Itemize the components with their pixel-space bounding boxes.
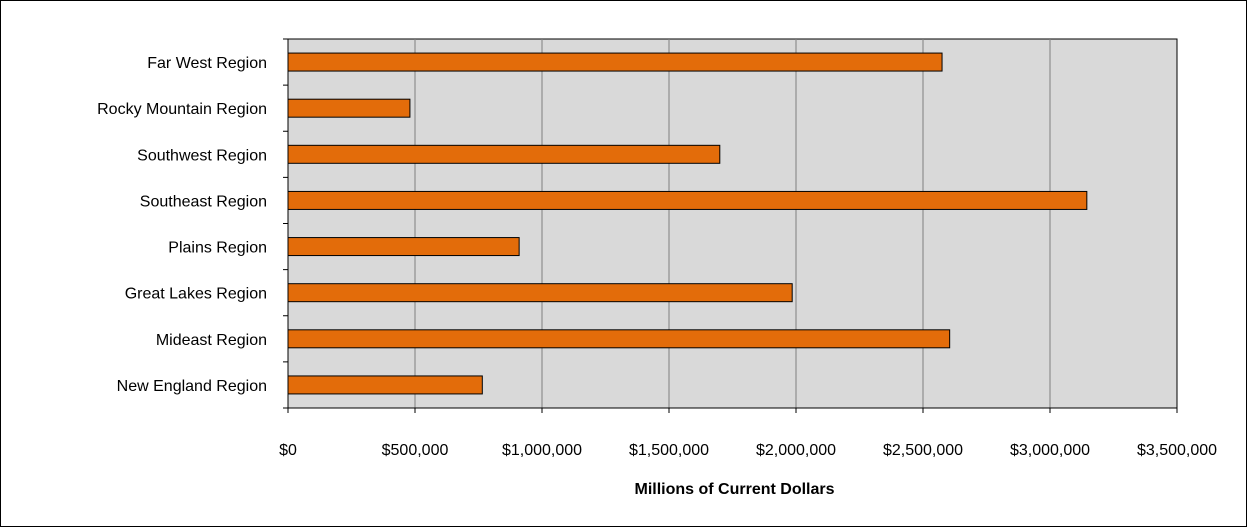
bar bbox=[287, 237, 520, 257]
x-tick-label: $2,500,000 bbox=[883, 442, 963, 459]
category-label: Rocky Mountain Region bbox=[97, 101, 267, 118]
bar bbox=[287, 98, 411, 118]
bar bbox=[287, 52, 943, 72]
x-tick-label: $1,500,000 bbox=[629, 442, 709, 459]
bar bbox=[287, 144, 721, 164]
category-label: New England Region bbox=[117, 378, 267, 395]
bar bbox=[287, 329, 951, 349]
x-tick-label: $500,000 bbox=[382, 442, 449, 459]
category-label: Southeast Region bbox=[140, 193, 267, 210]
axes bbox=[283, 38, 1178, 413]
category-label: Southwest Region bbox=[137, 147, 267, 164]
x-tick-label: $3,500,000 bbox=[1137, 442, 1217, 459]
bar bbox=[287, 190, 1088, 210]
category-label: Great Lakes Region bbox=[125, 286, 267, 303]
x-tick-labels: $0 $500,000 $1,000,000 $1,500,000 $2,000,000… bbox=[279, 442, 1217, 459]
category-label: Far West Region bbox=[147, 55, 267, 72]
plot-area bbox=[287, 38, 1178, 409]
x-axis-title: Millions of Current Dollars bbox=[634, 481, 834, 498]
category-label: Mideast Region bbox=[156, 332, 267, 349]
x-tick-label: $0 bbox=[279, 442, 297, 459]
x-tick-label: $1,000,000 bbox=[502, 442, 582, 459]
category-labels: Far West Region Rocky Mountain Region Sout… bbox=[97, 55, 267, 395]
bar bbox=[287, 283, 793, 303]
x-tick-label: $2,000,000 bbox=[756, 442, 836, 459]
x-tick-label: $3,000,000 bbox=[1010, 442, 1090, 459]
category-label: Plains Region bbox=[168, 240, 267, 257]
bar bbox=[287, 375, 483, 395]
